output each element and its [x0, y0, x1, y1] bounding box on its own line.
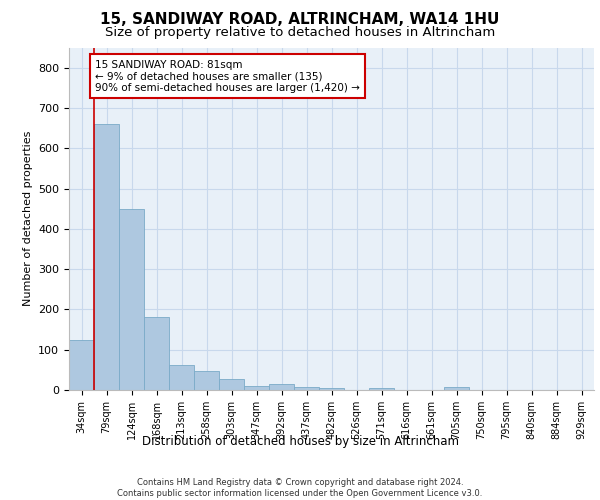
Bar	[219, 379, 244, 390]
Text: 15 SANDIWAY ROAD: 81sqm
← 9% of detached houses are smaller (135)
90% of semi-de: 15 SANDIWAY ROAD: 81sqm ← 9% of detached…	[95, 60, 360, 93]
Bar	[119, 208, 144, 390]
Bar	[294, 387, 319, 390]
Bar	[319, 388, 344, 390]
Bar	[144, 316, 169, 390]
Bar	[169, 365, 194, 390]
Bar	[194, 370, 219, 390]
Text: 15, SANDIWAY ROAD, ALTRINCHAM, WA14 1HU: 15, SANDIWAY ROAD, ALTRINCHAM, WA14 1HU	[100, 12, 500, 28]
Bar	[369, 388, 394, 390]
Bar	[444, 387, 469, 390]
Bar	[69, 340, 94, 390]
Text: Distribution of detached houses by size in Altrincham: Distribution of detached houses by size …	[142, 435, 458, 448]
Text: Contains HM Land Registry data © Crown copyright and database right 2024.
Contai: Contains HM Land Registry data © Crown c…	[118, 478, 482, 498]
Text: Size of property relative to detached houses in Altrincham: Size of property relative to detached ho…	[105, 26, 495, 39]
Bar	[94, 124, 119, 390]
Bar	[244, 386, 269, 390]
Bar	[269, 384, 294, 390]
Y-axis label: Number of detached properties: Number of detached properties	[23, 131, 32, 306]
